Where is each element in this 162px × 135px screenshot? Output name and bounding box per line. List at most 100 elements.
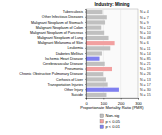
y-tick-label: Other Injury (64, 88, 83, 92)
legend-swatch (100, 120, 104, 124)
chart: Industry: Mining TuberculosisOther Infect… (0, 0, 162, 135)
y-tick: Chronic Obstructive Pulmonary Disease (19, 72, 86, 76)
grid-line (86, 9, 87, 98)
bar (86, 10, 102, 14)
legend-label: p < 0.05 (106, 119, 121, 124)
annotation: N = 10 (140, 31, 151, 35)
y-tick: Cirrhosis of Liver (56, 78, 86, 82)
x-tick-mark (103, 98, 104, 100)
y-tick-mark (85, 63, 86, 64)
y-tick-label: Malignant Neoplasm of Colon (36, 26, 83, 30)
y-tick-mark (85, 17, 86, 18)
y-tick-mark (85, 58, 86, 59)
bar (86, 26, 101, 30)
y-tick: Other Injury (64, 88, 86, 92)
y-tick-label: Diabetes Mellitus (56, 52, 84, 56)
y-tick: Diabetes Mellitus (56, 52, 86, 56)
annotation: N = 26 (140, 72, 151, 76)
bar (86, 77, 106, 81)
grid-line (120, 9, 121, 98)
y-tick: Malignant Neoplasm of Stomach (31, 21, 86, 25)
annotation: N = 12 (140, 26, 151, 30)
y-tick-mark (85, 69, 86, 70)
annotation: N = 11 (140, 47, 150, 51)
legend-label: Non-sig (106, 113, 120, 118)
annotation: N = 9 (140, 21, 149, 25)
y-tick: Leukemia (67, 46, 86, 50)
y-tick: Malignant Neoplasm of Pancreas (30, 31, 86, 35)
x-axis-title: Proportionate Mortality Ratio (PMR) (80, 105, 144, 110)
bar (86, 67, 112, 71)
title: Industry: Mining (95, 2, 130, 7)
y-tick-label: Malignant Melanoma of Skin (38, 41, 83, 45)
legend: Non-sigp < 0.05p < 0.01 (100, 113, 121, 129)
y-tick-label: Cerebrovascular Disease (43, 62, 83, 66)
x-tick-mark (138, 98, 139, 100)
y-tick: Pneumonia (65, 67, 86, 71)
y-tick-mark (85, 48, 86, 49)
bar (86, 20, 105, 24)
bar (86, 93, 106, 97)
annotation: N = 14 (140, 52, 151, 56)
y-tick-label: Ischemic Heart Disease (45, 57, 83, 61)
y-tick-label: Tuberculosis (63, 10, 83, 14)
annotation: N = 48 (140, 36, 151, 40)
y-tick-label: Transportation Injuries (47, 83, 83, 87)
x-tick-mark (121, 98, 122, 100)
y-tick-mark (85, 74, 86, 75)
legend-item: p < 0.01 (100, 124, 121, 129)
y-tick-mark (85, 12, 86, 13)
annotation: N = 7 (140, 16, 149, 20)
bars (86, 10, 119, 97)
y-tick-mark (85, 84, 86, 85)
y-tick: Malignant Neoplasm of Colon (36, 26, 86, 30)
y-tick-mark (85, 94, 86, 95)
bar (86, 46, 110, 50)
y-tick-label: Cirrhosis of Liver (56, 78, 84, 82)
annotation: N = 21 (140, 62, 151, 66)
y-axis: TuberculosisOther Infectious Diseases Mal… (19, 10, 86, 99)
plot: TuberculosisOther Infectious Diseases Mal… (19, 9, 150, 106)
y-tick: Tuberculosis (63, 10, 86, 14)
bar (86, 62, 105, 66)
annotation: N = 15 (140, 93, 151, 97)
y-tick-mark (85, 22, 86, 23)
y-tick-label: Leukemia (67, 46, 83, 50)
bar (86, 41, 115, 45)
legend-swatch (100, 114, 104, 118)
legend-item: Non-sig (100, 113, 119, 118)
y-tick: Ischemic Heart Disease (45, 57, 86, 61)
bar (86, 31, 104, 35)
y-tick-mark (85, 89, 86, 90)
y-tick-mark (85, 43, 86, 44)
bar (86, 36, 109, 40)
y-tick-label: Malignant Neoplasm of Pancreas (30, 31, 83, 35)
y-tick: Transportation Injuries (47, 83, 86, 87)
annotation: N = 13 (140, 78, 151, 82)
y-tick-label: Suicide (71, 93, 83, 97)
y-tick-label: Malignant Neoplasm of Lung (37, 36, 83, 40)
y-tick-label: Other Infectious Diseases (42, 15, 83, 19)
legend-swatch (100, 125, 104, 129)
annotation: N = 30 (140, 88, 151, 92)
bar (86, 72, 103, 76)
y-tick-label: Chronic Obstructive Pulmonary Disease (19, 72, 83, 76)
y-tick: Malignant Neoplasm of Lung (37, 36, 86, 40)
y-tick-mark (85, 37, 86, 38)
y-tick: Malignant Melanoma of Skin (38, 41, 86, 45)
x-tick-mark (86, 98, 87, 100)
bar (86, 57, 100, 61)
y-tick: Suicide (71, 93, 86, 97)
y-tick-mark (85, 32, 86, 33)
y-tick-mark (85, 27, 86, 28)
y-tick-label: Pneumonia (65, 67, 83, 71)
annotation: N = 6 (140, 41, 149, 45)
y-tick-mark (85, 79, 86, 80)
y-tick: Cerebrovascular Disease (43, 62, 86, 66)
y-axis-line (85, 10, 87, 99)
bar (86, 51, 102, 55)
bar (86, 88, 119, 92)
annotation: N = 17 (140, 83, 151, 87)
legend-label: p < 0.01 (106, 124, 121, 129)
plot-frame (86, 9, 138, 98)
